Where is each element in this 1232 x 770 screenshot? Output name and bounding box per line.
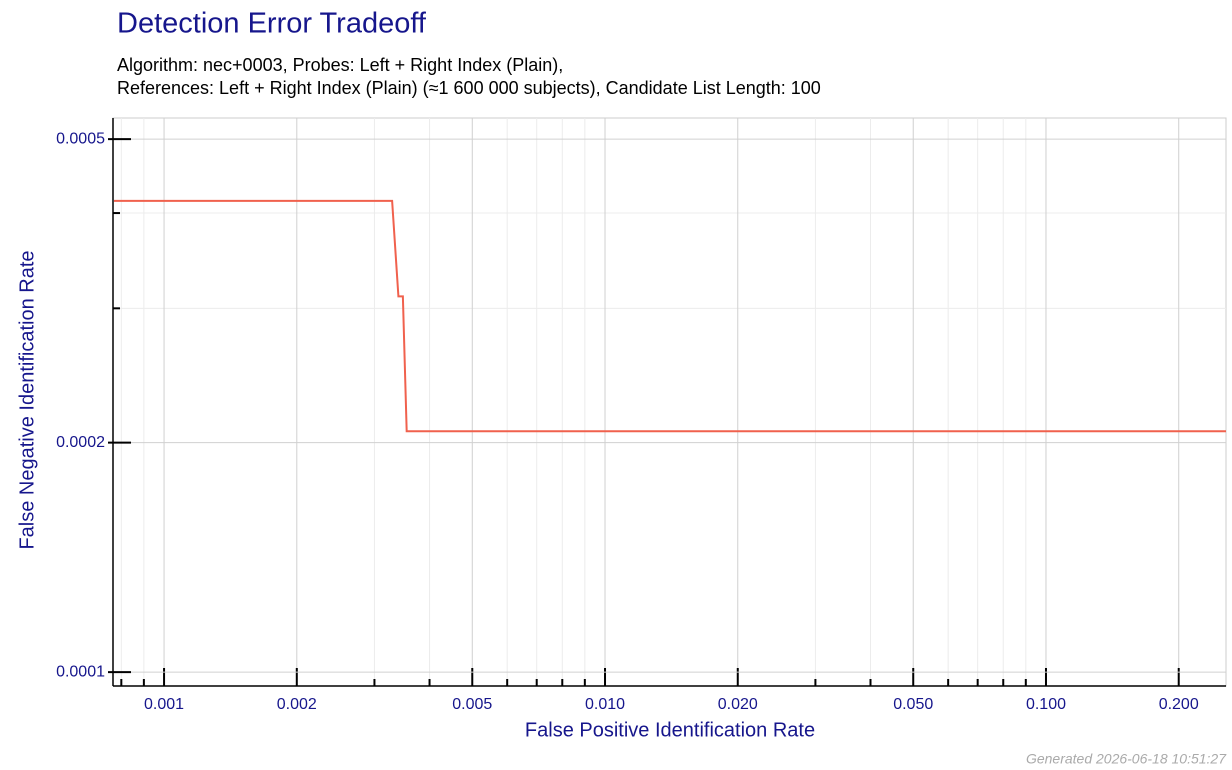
x-tick-label: 0.200 [1159,696,1199,713]
footer: Generated 2026-06-18 10:51:27 [1026,751,1227,767]
subtitle: Algorithm: nec+0003, Probes: Left + Righ… [117,55,563,75]
x-tick-label: 0.010 [585,696,625,713]
y-tick-label: 0.0005 [56,130,105,147]
y-tick-label: 0.0002 [56,434,105,451]
x-axis-label: False Positive Identification Rate [525,719,815,741]
subtitle: References: Left + Right Index (Plain) (… [117,78,821,98]
plot-area [112,117,1227,687]
x-tick-label: 0.005 [452,696,492,713]
x-tick-label: 0.020 [718,696,758,713]
x-tick-label: 0.001 [144,696,184,713]
y-tick-label: 0.0001 [56,663,105,680]
y-axis-label: False Negative Identification Rate [16,250,38,549]
x-tick-label: 0.050 [893,696,933,713]
x-tick-label: 0.002 [277,696,317,713]
series-line [113,199,1226,433]
x-tick-label: 0.100 [1026,696,1066,713]
chart-title: Detection Error Tradeoff [117,8,427,40]
